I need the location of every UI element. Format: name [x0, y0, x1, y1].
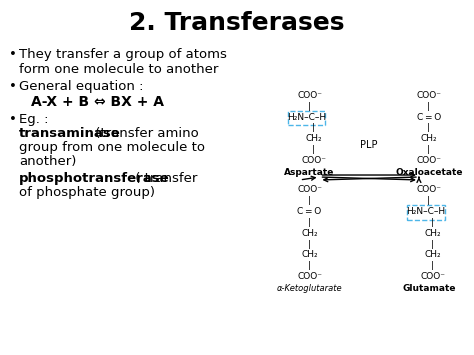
Text: of phosphate group): of phosphate group)	[19, 186, 155, 199]
Text: CH₂: CH₂	[305, 134, 322, 143]
Text: Eg. :: Eg. :	[19, 113, 49, 126]
Text: |: |	[431, 261, 434, 271]
Text: |: |	[308, 218, 311, 227]
Text: COO⁻: COO⁻	[297, 272, 322, 281]
Text: COO⁻: COO⁻	[301, 156, 326, 165]
Text: transaminase: transaminase	[19, 127, 121, 140]
Text: another): another)	[19, 155, 77, 168]
Text: |: |	[428, 196, 430, 205]
Text: α-Ketoglutarate: α-Ketoglutarate	[277, 284, 342, 293]
Text: |: |	[312, 124, 315, 132]
Text: C = O: C = O	[417, 113, 441, 121]
Text: They transfer a group of atoms: They transfer a group of atoms	[19, 48, 227, 61]
Text: phosphotransferase: phosphotransferase	[19, 172, 170, 185]
Text: Oxaloacetate: Oxaloacetate	[395, 168, 463, 177]
Text: |: |	[308, 196, 311, 205]
Text: Aspartate: Aspartate	[284, 168, 335, 177]
Text: |: |	[428, 145, 430, 154]
Text: A-X + B ⇔ BX + A: A-X + B ⇔ BX + A	[31, 95, 164, 109]
Text: |: |	[308, 102, 311, 111]
Text: C = O: C = O	[298, 207, 322, 216]
Text: •: •	[9, 48, 17, 61]
Text: |: |	[428, 124, 430, 132]
Text: group from one molecule to: group from one molecule to	[19, 141, 205, 154]
Text: 2. Transferases: 2. Transferases	[129, 11, 345, 35]
Text: CH₂: CH₂	[420, 134, 437, 143]
Text: •: •	[9, 113, 17, 126]
Text: |: |	[308, 240, 311, 248]
Text: Glutamate: Glutamate	[402, 284, 456, 293]
Text: (transfer amino: (transfer amino	[91, 127, 199, 140]
Text: H₂N–C–H: H₂N–C–H	[287, 113, 326, 121]
Text: CH₂: CH₂	[425, 229, 441, 237]
Text: COO⁻: COO⁻	[416, 91, 441, 100]
Text: |: |	[312, 145, 315, 154]
Text: |: |	[308, 261, 311, 271]
Text: General equation :: General equation :	[19, 80, 144, 93]
Text: |: |	[431, 240, 434, 248]
Text: form one molecule to another: form one molecule to another	[19, 63, 219, 76]
Text: COO⁻: COO⁻	[297, 91, 322, 100]
Text: PLP: PLP	[360, 140, 378, 150]
Text: •: •	[9, 80, 17, 93]
Text: H₂N–C–H: H₂N–C–H	[406, 207, 446, 216]
Text: |: |	[431, 218, 434, 227]
Text: |: |	[428, 102, 430, 111]
Text: CH₂: CH₂	[301, 250, 318, 260]
Text: CH₂: CH₂	[425, 250, 441, 260]
Text: COO⁻: COO⁻	[416, 185, 441, 194]
Text: COO⁻: COO⁻	[416, 156, 441, 165]
Text: COO⁻: COO⁻	[297, 185, 322, 194]
Text: ( transfer: ( transfer	[131, 172, 197, 185]
Text: CH₂: CH₂	[301, 229, 318, 237]
Text: COO⁻: COO⁻	[420, 272, 446, 281]
